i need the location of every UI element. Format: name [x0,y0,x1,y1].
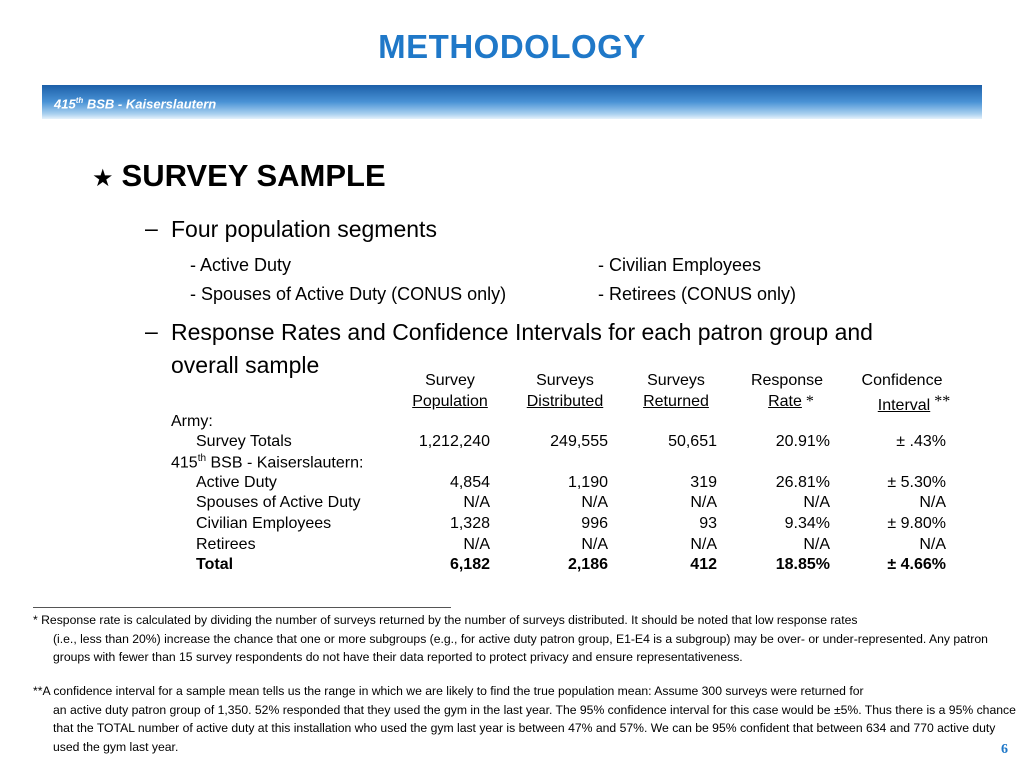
segment-spouses: - Spouses of Active Duty (CONUS only) [190,284,507,304]
table-row-label: Retirees [196,536,256,553]
table-header-top: Surveys [536,372,594,389]
table-header-label: Population [412,393,488,410]
table-cell: 319 [690,474,717,491]
dash-bullet: – [145,215,158,241]
table-header-top: Response [750,372,824,389]
table-header-bottom: Interval ** [854,393,974,415]
table-cell: N/A [803,536,830,553]
table-header-label: Interval [877,397,931,414]
table-cell: 249,555 [550,433,608,450]
table-header-label: Distributed [526,393,604,410]
table-cell: N/A [581,494,608,511]
table-cell: N/A [803,494,830,511]
table-cell: N/A [463,536,490,553]
table-cell: 6,182 [449,556,490,573]
table-cell: N/A [919,494,946,511]
segment-retirees: - Retirees (CONUS only) [598,284,797,304]
header-banner: 415th BSB - Kaiserslautern [42,85,982,119]
footnote-separator [33,607,451,608]
total-row-label: Total [196,556,234,573]
dash-bullet: – [145,318,158,344]
table-cell: N/A [463,494,490,511]
bsb-label: 415th BSB - Kaiserslautern: [171,453,364,472]
table-cell: ± 9.80% [887,515,946,532]
table-row-label: Active Duty [196,474,277,491]
footnote-marker: ** [930,393,951,410]
table-cell: 1,190 [567,474,608,491]
table-cell: 1,328 [449,515,490,532]
footnote-confidence-interval: **A confidence interval for a sample mea… [33,684,1016,754]
table-header-bottom: Population [390,393,510,411]
table-header-bottom: Distributed [505,393,625,411]
bullet-response-rates-line2: overall sample [171,352,320,378]
table-cell: ± 4.66% [887,556,946,573]
bullet-population-segments: Four population segments [171,216,437,242]
table-cell: 26.81% [775,474,830,491]
table-cell: 996 [581,515,608,532]
table-cell: 18.85% [775,556,830,573]
table-header-top: Confidence [861,372,943,389]
table-cell: N/A [690,536,717,553]
army-survey-totals-label: Survey Totals [196,433,292,450]
table-header-label: Rate [768,393,802,410]
table-cell: N/A [919,536,946,553]
table-header-bottom: Returned [616,393,736,411]
table-row-label: Civilian Employees [196,515,332,532]
segment-active-duty: - Active Duty [190,255,292,275]
table-header-top: Survey [425,372,475,389]
table-cell: ± .43% [896,433,946,450]
table-row-label: Spouses of Active Duty [196,494,361,511]
footnote-marker: * [801,393,814,410]
table-cell: 20.91% [775,433,830,450]
page-number: 6 [1001,742,1008,757]
section-heading: ★ SURVEY SAMPLE [92,158,386,194]
segment-civilians: - Civilian Employees [598,255,762,275]
footnote-response-rate: * Response rate is calculated by dividin… [33,613,988,664]
table-cell: 4,854 [449,474,490,491]
bullet-response-rates-line1: Response Rates and Confidence Intervals … [171,319,873,345]
table-cell: 1,212,240 [418,433,490,450]
table-cell: 50,651 [668,433,717,450]
table-cell: ± 5.30% [887,474,946,491]
table-cell: 2,186 [567,556,608,573]
section-heading-text: SURVEY SAMPLE [121,158,386,193]
table-cell: N/A [690,494,717,511]
table-header-bottom: Rate * [731,393,851,411]
table-cell: 9.34% [784,515,830,532]
table-cell: 93 [699,515,717,532]
army-label: Army: [171,413,213,430]
table-header-top: Surveys [647,372,705,389]
table-cell: 412 [690,556,717,573]
slide-title: METHODOLOGY [378,28,646,65]
table-header-label: Returned [643,393,709,410]
table-cell: N/A [581,536,608,553]
star-icon: ★ [92,165,114,192]
banner-text: 415th BSB - Kaiserslautern [54,96,217,112]
